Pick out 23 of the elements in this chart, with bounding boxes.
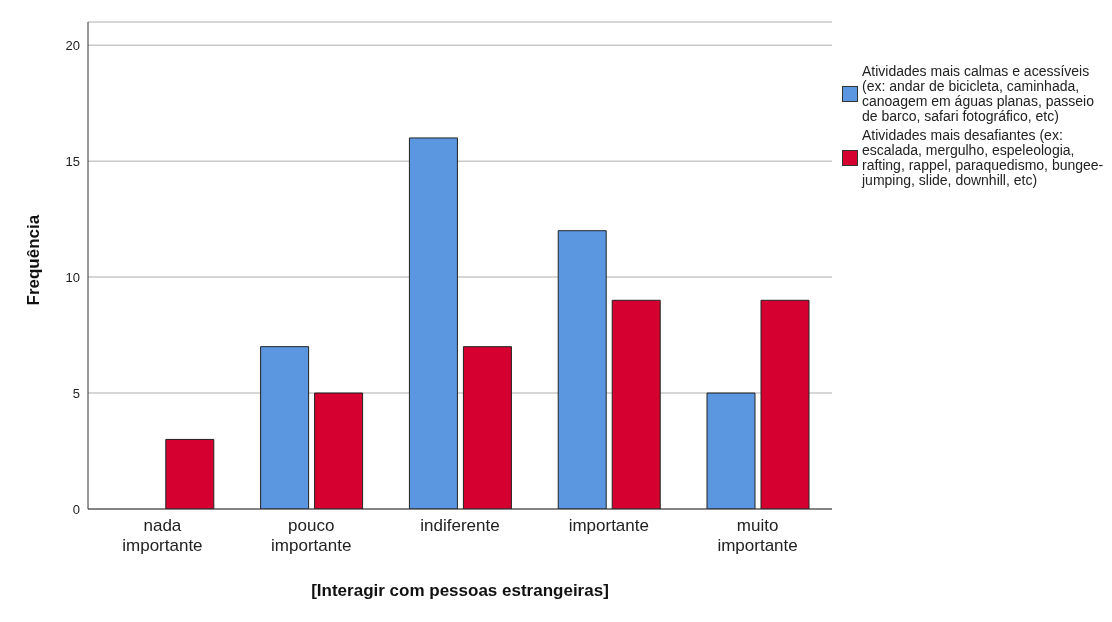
y-tick-label: 5 [72,385,80,401]
y-tick-label: 20 [65,37,80,53]
legend-label: Atividades mais calmas e acessíveis (ex: andar de bicicleta, caminhada, canoagem em águas planas, passeio de barco, safari fotográfico, etc) [862,63,1095,124]
y-tick-label: 0 [72,501,80,517]
bar [557,230,607,509]
x-tick-label: nada importante [122,516,203,555]
x-tick-label: importante [568,516,649,535]
bar [314,392,364,509]
bar [408,137,458,509]
y-tick-label: 10 [65,269,80,285]
y-tick-label: 15 [65,153,80,169]
bar [165,438,215,509]
legend-label: Atividades mais desafiantes (ex: escalada, mergulho, espeleologia, rafting, rappel, paraquedismo, bungee-jumping, slide, downhill, etc) [862,127,1104,188]
x-tick-label: indiferente [420,516,500,535]
bar [611,299,661,509]
x-tick-label: pouco importante [271,516,352,555]
bar [760,299,810,509]
bar [260,346,310,509]
x-axis-title: [Interagir com pessoas estrangeiras] [311,581,609,600]
x-tick-label: muito importante [717,516,798,555]
y-axis-title: Frequência [24,214,44,306]
bar [706,392,756,509]
bar [462,346,512,509]
